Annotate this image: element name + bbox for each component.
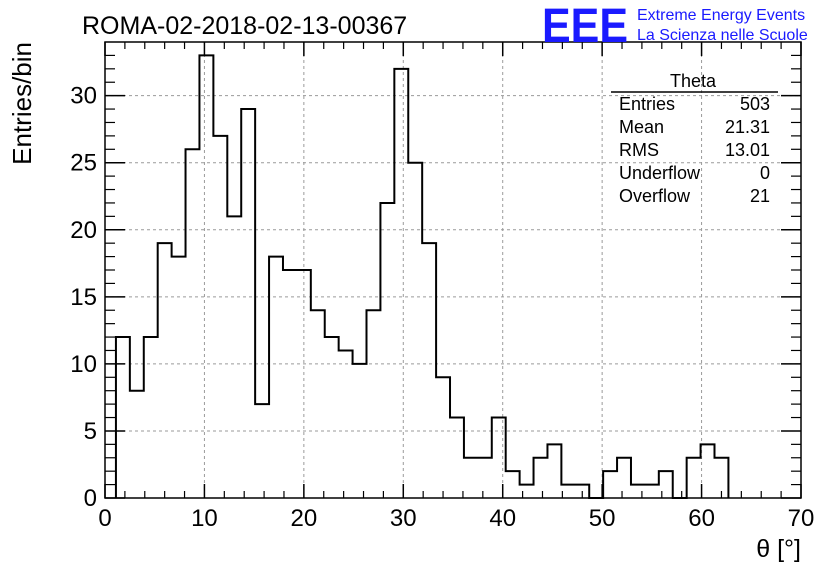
- y-tick-label: 20: [70, 217, 97, 244]
- stats-row-label: Underflow: [619, 163, 701, 183]
- stats-row-label: Overflow: [619, 186, 691, 206]
- x-tick-label: 60: [688, 505, 715, 532]
- x-tick-label: 40: [489, 505, 516, 532]
- stats-row-value: 503: [740, 94, 770, 114]
- eee-logo: EEE: [542, 0, 628, 53]
- y-axis-label: Entries/bin: [7, 42, 37, 165]
- x-tick-label: 30: [390, 505, 417, 532]
- stats-row-value: 13.01: [725, 140, 770, 160]
- stats-row-label: Entries: [619, 94, 675, 114]
- stats-row-value: 21.31: [725, 117, 770, 137]
- x-tick-label: 0: [98, 505, 111, 532]
- x-axis-label: θ [°]: [756, 535, 801, 563]
- stats-row-value: 21: [750, 186, 770, 206]
- stats-box: Theta Entries 503 Mean 21.31 RMS 13.01 Underfl…: [611, 71, 778, 206]
- histogram-outline: [114, 54, 730, 499]
- y-tick-label: 0: [84, 485, 97, 512]
- plot-frame: [104, 41, 802, 499]
- y-tick-label: 30: [70, 83, 97, 110]
- logo-line-1: Extreme Energy Events: [637, 7, 805, 24]
- y-tick-label: 5: [84, 418, 97, 445]
- stats-rows: Entries 503 Mean 21.31 RMS 13.01 Underflow 0 Ove…: [619, 94, 770, 206]
- x-tick-label: 70: [788, 505, 815, 532]
- logo-line-2: La Scienza nelle Scuole: [637, 27, 808, 44]
- x-tick-label: 10: [191, 505, 218, 532]
- x-tick-label: 50: [589, 505, 616, 532]
- ticks-layer: 0 10 20 30 40 50 60 70 0 5 10 15 20 25 30: [70, 42, 814, 532]
- y-tick-label: 10: [70, 351, 97, 378]
- y-tick-label: 15: [70, 284, 97, 311]
- stats-row-value: 0: [760, 163, 770, 183]
- y-tick-label: 25: [70, 150, 97, 177]
- stats-row-label: Mean: [619, 117, 664, 137]
- stats-row-label: RMS: [619, 140, 659, 160]
- stats-title: Theta: [670, 71, 717, 91]
- run-title: ROMA-02-2018-02-13-00367: [82, 12, 407, 40]
- grid-layer: [105, 42, 801, 498]
- x-tick-label: 20: [291, 505, 318, 532]
